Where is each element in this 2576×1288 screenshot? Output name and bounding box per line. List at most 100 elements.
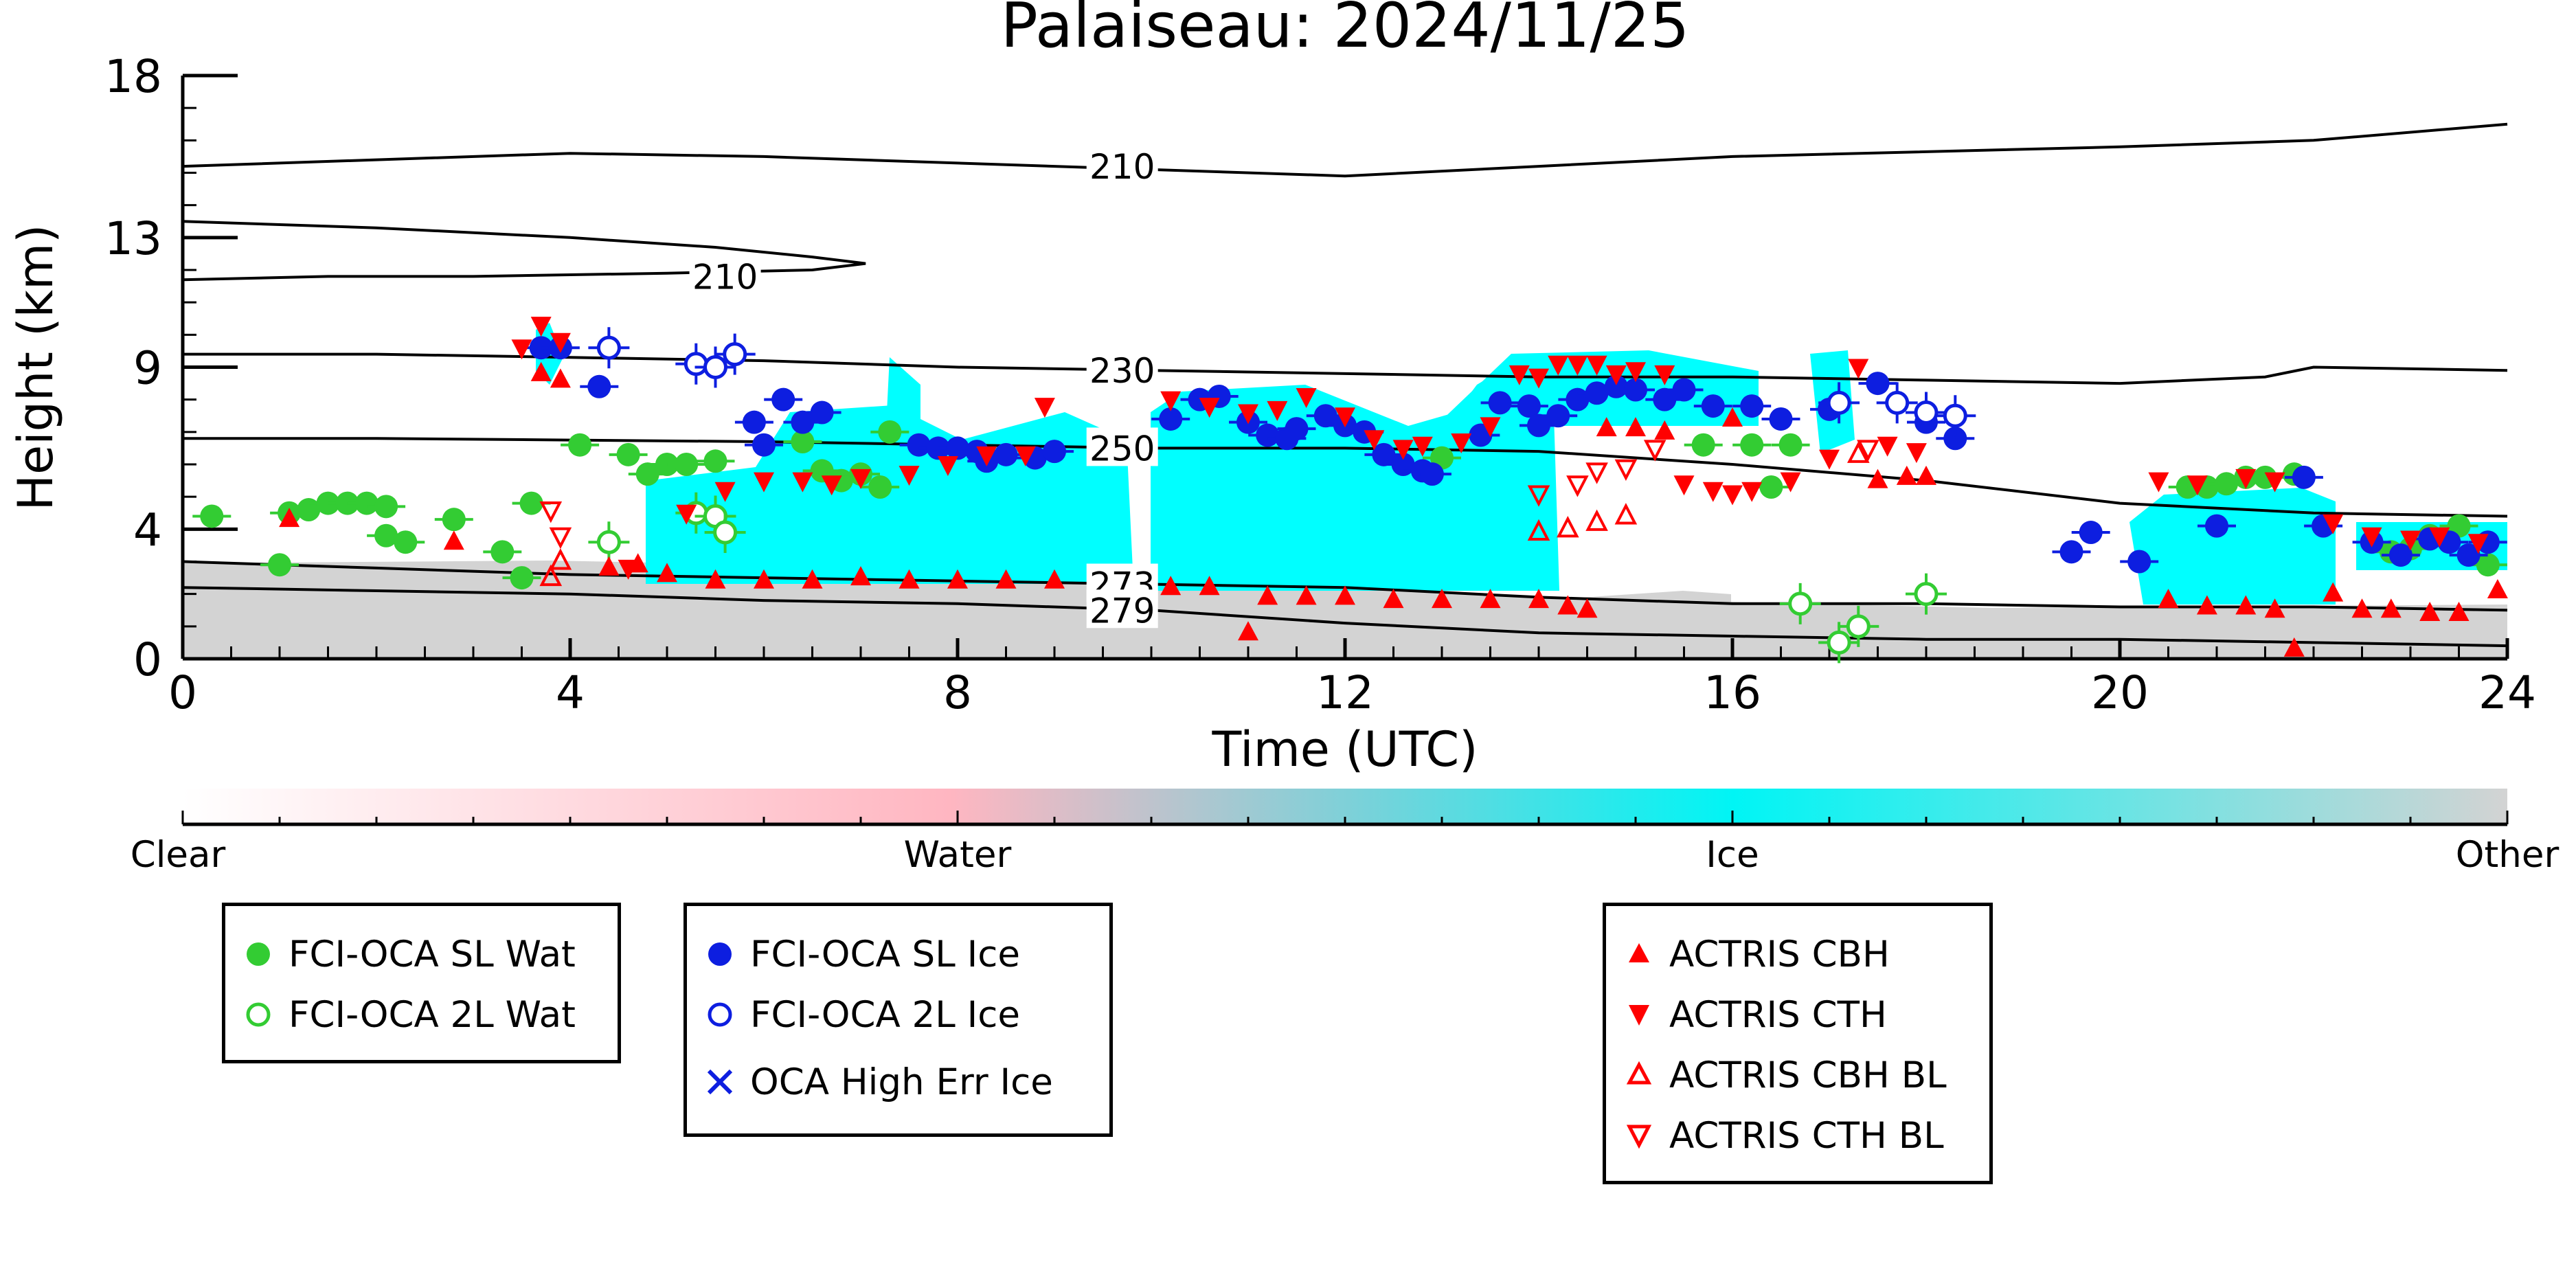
data-point	[1625, 362, 1646, 383]
data-point	[937, 456, 958, 476]
legend-entry-high-err: OCA High Err Ice	[687, 1061, 1053, 1103]
data-point	[1827, 390, 1851, 415]
contour-label: 210	[692, 257, 758, 297]
data-point	[2158, 589, 2179, 609]
colorbar-ticks	[181, 811, 2509, 824]
x-tick-label: 12	[1316, 666, 1374, 719]
legend-label: OCA High Err Ice	[750, 1061, 1053, 1103]
legend-label: FCI-OCA SL Ice	[750, 933, 1020, 975]
data-point	[1199, 576, 1220, 596]
data-point	[529, 336, 553, 360]
triangle-down-marker-icon	[1618, 994, 1660, 1035]
x-axis-label: Time (UTC)	[1212, 721, 1478, 778]
data-point	[1885, 390, 1910, 415]
data-point	[200, 504, 224, 528]
data-point	[1906, 443, 1927, 464]
data-point	[1847, 441, 1870, 463]
data-point	[549, 527, 572, 550]
legend-ice: FCI-OCA SL Ice FCI-OCA 2L Ice OCA High E…	[683, 903, 1113, 1137]
data-point	[490, 540, 515, 564]
data-point	[1614, 459, 1638, 482]
data-point	[1488, 391, 1512, 415]
data-point	[2323, 514, 2344, 534]
data-point	[635, 462, 659, 486]
data-point	[2456, 543, 2481, 567]
data-point	[810, 400, 834, 425]
data-point	[1313, 404, 1337, 428]
data-point	[1557, 595, 1579, 615]
data-point	[2264, 598, 2285, 618]
data-point	[1480, 589, 1501, 609]
data-point	[899, 569, 920, 589]
data-point	[2235, 468, 2257, 489]
data-point	[878, 420, 902, 444]
data-point	[2292, 465, 2316, 489]
data-point	[511, 339, 532, 360]
contour-line	[183, 352, 2508, 385]
data-point	[2448, 601, 2470, 621]
data-point	[1296, 387, 1317, 408]
data-point	[713, 520, 738, 545]
data-point	[268, 553, 291, 577]
data-point	[683, 352, 708, 376]
data-point	[1383, 589, 1404, 609]
data-point	[374, 495, 398, 519]
data-point	[1160, 576, 1182, 596]
data-point	[742, 410, 766, 434]
data-point	[1916, 465, 1936, 485]
data-point	[2235, 595, 2257, 615]
data-point	[1420, 462, 1444, 486]
data-point	[1654, 420, 1675, 440]
data-point	[1653, 387, 1677, 411]
data-point	[675, 453, 699, 476]
data-point	[1769, 407, 1793, 431]
y-tick-label: 4	[133, 504, 162, 556]
y-tick-label: 9	[133, 342, 162, 395]
x-tick-label: 0	[168, 666, 197, 719]
data-point	[1044, 569, 1065, 589]
data-point	[1567, 355, 1588, 376]
data-point	[802, 569, 823, 589]
data-point	[2361, 527, 2382, 547]
data-point	[1034, 398, 1055, 418]
data-point	[2400, 530, 2421, 551]
data-point	[1846, 614, 1871, 639]
legend-entry-2l-wat: FCI-OCA 2L Wat	[225, 994, 576, 1036]
data-point	[1586, 355, 1607, 376]
data-point	[519, 491, 543, 515]
legend-entry-cbh-bl: ACTRIS CBH BL	[1606, 1054, 1947, 1096]
data-point	[1577, 598, 1598, 618]
y-ticks: 0 4 9 13 18	[104, 50, 238, 686]
data-point	[1412, 436, 1433, 457]
data-point	[2127, 550, 2151, 574]
data-point	[1159, 407, 1183, 431]
data-point	[791, 429, 815, 453]
contour-label-bg	[1086, 146, 1158, 185]
contour-label: 230	[1089, 351, 1155, 391]
data-point	[1788, 591, 1813, 616]
data-point	[354, 491, 379, 515]
legend-entry-sl-ice: FCI-OCA SL Ice	[687, 934, 1020, 975]
data-point	[335, 491, 359, 515]
data-point	[1517, 394, 1541, 418]
data-point	[2059, 540, 2083, 564]
legend-entry-2l-ice: FCI-OCA 2L Ice	[687, 994, 1020, 1036]
data-point	[618, 559, 639, 580]
data-point	[926, 436, 950, 460]
data-point	[1256, 423, 1280, 447]
data-point	[1759, 475, 1783, 499]
x-tick-label: 16	[1704, 666, 1761, 719]
data-point	[1691, 433, 1715, 457]
data-point	[1585, 462, 1608, 484]
data-point	[703, 355, 727, 379]
data-point	[1624, 378, 1647, 402]
data-point	[1740, 433, 1764, 457]
data-point	[1432, 589, 1452, 609]
data-point	[1778, 433, 1803, 457]
legend-actris: ACTRIS CBH ACTRIS CTH ACTRIS CBH BL ACTR…	[1603, 903, 1993, 1184]
ice-region-5	[2129, 488, 2336, 605]
data-point	[1557, 515, 1579, 538]
data-markers	[192, 317, 2508, 664]
contour-label: 250	[1089, 429, 1155, 468]
